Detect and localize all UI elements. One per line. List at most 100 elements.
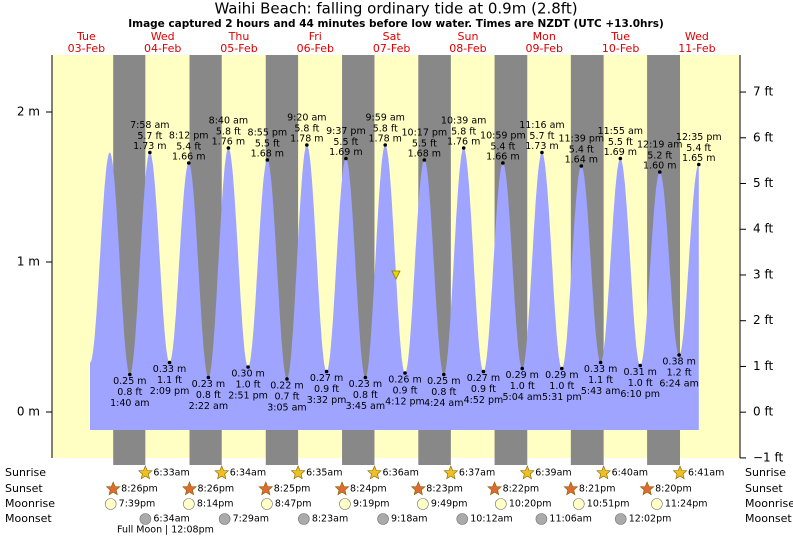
tide-label: 5.8 ft [294,124,319,135]
sunrise-icon [367,465,382,480]
sunrise-icon [672,465,688,480]
y2-tick-label: 5 ft [753,176,773,190]
tide-label: 0.30 m [231,369,264,380]
moon-phase-name: Full Moon [117,525,162,536]
tide-label: 5:43 am [581,386,620,397]
sunset-icon [258,481,274,496]
y-tick-label: 2 m [17,105,40,119]
tide-label: 10:59 pm [480,131,526,142]
tide-point [403,371,407,375]
tide-label: 5.5 ft [333,137,358,148]
tide-label: 2:51 pm [228,391,268,402]
tide-label: 10:17 pm [401,128,447,139]
tide-point [598,360,603,365]
sunrise-time: 6:33am [153,468,189,479]
sunrise-icon [596,465,612,480]
tide-label: 11:39 pm [558,134,604,145]
tide-label: 0.23 m [192,379,225,390]
date-label: 11-Feb [678,42,715,55]
sunset-icon [487,481,502,496]
moonrise-icon [651,498,663,510]
sunset-icon [563,481,579,496]
tide-label: 1.76 m [212,137,245,148]
moonrise-time: 7:39pm [119,499,156,510]
moonset-time: 9:18am [391,514,427,525]
tide-label: 1.68 m [408,149,441,160]
tide-label: 1.0 ft [510,381,535,392]
tide-point [677,353,681,357]
moonrise-time: 11:24pm [665,499,708,510]
tide-point [638,363,643,368]
tide-label: 5.4 ft [176,142,201,153]
sunrise-icon [290,465,306,480]
moon-phase-time: | 12:08pm [165,525,214,536]
y2-tick-label: 7 ft [753,85,773,99]
tide-point [128,372,132,377]
date-label: 06-Feb [297,42,334,55]
y2-tick-label: 0 ft [753,405,773,419]
tide-label: 11:55 am [598,126,643,137]
sunset-icon [639,481,655,496]
moonset-icon [614,513,627,525]
tide-point [461,146,466,150]
y2-tick-label: 2 ft [753,313,773,327]
tide-label: 2:22 am [189,401,228,412]
tide-point [579,164,584,168]
tide-label: 8:12 pm [169,131,209,142]
tide-point [226,146,231,150]
tide-label: 0.25 m [113,376,146,387]
tide-label: 1.64 m [565,155,598,166]
sunset-icon [410,481,426,496]
tide-label: 0.38 m [662,357,695,368]
tide-label: 8:55 pm [248,128,288,139]
tide-point [657,170,662,174]
moonset-time: 7:29am [233,514,269,525]
tide-point [305,143,309,147]
moonrise-time: 10:51pm [587,499,630,510]
tide-label: 9:37 pm [326,126,366,137]
tide-label: 1.69 m [604,147,637,158]
y-tick-label: 0 m [17,405,40,419]
tide-label: 0.8 ft [353,390,378,401]
day-label: Sat [383,30,402,43]
chart-subtitle: Image captured 2 hours and 44 minutes be… [128,18,664,30]
moonset-time: 10:12am [470,514,512,525]
tide-label: 1.0 ft [628,378,653,389]
tide-label: 9:59 am [366,113,405,124]
tide-label: 4:52 pm [464,395,504,406]
moonrise-icon [339,498,351,510]
tide-point [265,158,270,162]
day-label: Mon [533,30,556,43]
tide-label: 1.0 ft [549,381,574,392]
tide-label: 0.8 ft [196,390,221,401]
tide-label: 1.73 m [133,141,166,152]
tide-label: 5.7 ft [137,131,162,142]
tide-label: 0.7 ft [274,392,299,403]
tide-label: 3:05 am [267,403,306,414]
tide-label: 1.0 ft [236,380,261,391]
tide-point [246,365,250,369]
row-label: Sunset [745,482,783,495]
tide-point [285,377,289,381]
tide-label: 10:39 am [441,116,486,127]
moonset-time: 12:02pm [629,514,672,525]
row-label: Moonset [745,512,792,525]
tide-label: 4:12 pm [385,397,425,408]
sunrise-time: 6:40am [612,468,648,479]
tide-point [481,369,486,374]
moonrise-icon [261,498,273,510]
tide-point [344,156,348,161]
tide-label: 5.2 ft [647,151,672,162]
day-label: Wed [685,30,709,43]
row-label: Sunrise [745,466,786,479]
tide-label: 1.66 m [486,152,519,163]
tide-point [422,158,427,162]
sunrise-time: 6:36am [382,468,418,479]
sunrise-time: 6:35am [306,468,342,479]
moonrise-time: 8:14pm [197,499,234,510]
sunset-time: 8:26pm [121,484,158,495]
tide-label: 0.22 m [270,381,303,392]
tide-label: 0.25 m [427,376,460,387]
